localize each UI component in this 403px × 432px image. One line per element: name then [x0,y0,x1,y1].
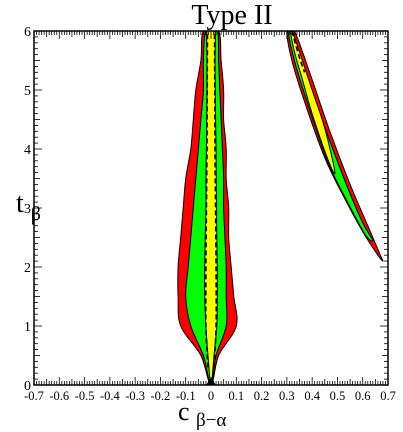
y-tick-labels: 0 1 2 3 4 5 6 [24,25,31,394]
contour-left-inner [204,31,218,385]
chart-title: Type II [191,0,272,31]
x-tick-label: -0.7 [24,389,44,403]
x-axis-label-sub: β−α [196,410,226,431]
y-tick-label: 4 [24,143,31,158]
y-tick-label: 3 [24,202,31,217]
dashed-left-dash-b [213,31,218,368]
x-tick-label: 0 [208,389,214,403]
contour-right-inner [290,31,336,175]
x-tick-label: -0.1 [176,389,196,403]
plot-frame [33,30,389,386]
x-axis-label-main: c [178,397,190,426]
x-tick-label: 0.5 [330,389,346,403]
x-tick-label: 0.1 [228,389,244,403]
dashed-right-dash [291,31,306,73]
x-tick-label: -0.6 [49,389,69,403]
y-tick-label: 0 [24,379,31,394]
y-tick-label: 1 [24,320,31,335]
y-tick-label: 5 [24,84,31,99]
x-tick-label: -0.5 [75,389,95,403]
x-tick-label: -0.4 [100,389,121,403]
x-axis-label: c β−α [178,397,226,431]
x-tick-labels: -0.7 -0.6 -0.5 -0.4 -0.3 -0.2 -0.1 0 0.1 0.2 0.3 0.… [24,389,396,403]
x-tick-label: 0.3 [279,389,295,403]
y-axis-label-main: t [16,188,24,219]
x-tick-label: 0.7 [380,389,396,403]
y-tick-label: 6 [24,25,31,40]
y-tick-label: 2 [24,261,31,276]
x-tick-label: 0.4 [304,389,320,403]
x-tick-label: 0.6 [355,389,371,403]
y-axis-label-sub: β [31,203,41,225]
dashed-left-dash-a [204,31,209,368]
y-axis-label: t β [16,188,41,225]
x-tick-label: -0.2 [151,389,171,403]
contour-regions [177,31,384,385]
x-tick-label: -0.3 [125,389,145,403]
x-tick-label: 0.2 [254,389,270,403]
dashed-contours [204,31,306,368]
